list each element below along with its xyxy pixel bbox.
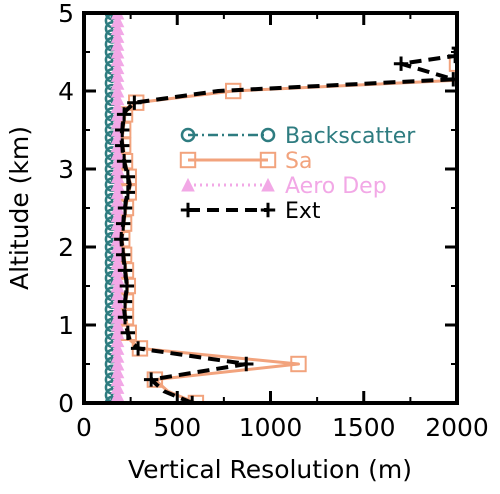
- data-point: [110, 364, 125, 379]
- x-tick-label: 1000: [239, 413, 303, 442]
- data-point: [110, 356, 125, 371]
- x-tick-label: 0: [76, 413, 92, 442]
- legend-marker: [260, 202, 276, 218]
- data-point: [110, 21, 125, 36]
- data-point: [115, 138, 130, 153]
- legend-marker: [180, 202, 196, 218]
- data-point: [127, 95, 142, 110]
- data-point: [110, 286, 125, 301]
- data-point: [184, 395, 200, 403]
- data-point: [110, 185, 125, 199]
- data-point: [143, 372, 159, 387]
- legend-entry: Ext: [180, 199, 321, 224]
- legend-marker: [259, 151, 277, 169]
- series-line: [119, 47, 457, 403]
- data-point: [130, 341, 146, 356]
- data-point: [110, 37, 125, 51]
- data-point: [110, 380, 125, 394]
- data-point: [120, 169, 136, 184]
- y-tick-label: 5: [58, 0, 74, 28]
- data-point: [110, 177, 125, 192]
- plot-frame: [82, 11, 459, 405]
- data-point: [110, 146, 125, 160]
- axis-ticks: 0 500 1000 1500 2000 0 1 2 3 4 5: [58, 0, 489, 442]
- x-axis-title: Vertical Resolution (m): [128, 455, 412, 484]
- legend-label: Ext: [285, 199, 321, 224]
- legend-label: Backscatter: [285, 124, 416, 149]
- x-tick-label: 2000: [425, 413, 489, 442]
- data-point: [110, 271, 125, 285]
- series-ext: [114, 46, 457, 403]
- data-point: [119, 278, 135, 294]
- data-point: [110, 60, 125, 75]
- data-point: [117, 263, 133, 278]
- data-point: [446, 72, 457, 87]
- data-point: [110, 99, 125, 114]
- data-point: [110, 255, 125, 270]
- data-point: [110, 317, 125, 332]
- data-point: [117, 294, 133, 309]
- data-point: [117, 310, 133, 325]
- data-point: [115, 247, 131, 262]
- data-point: [120, 185, 136, 200]
- data-point: [116, 154, 132, 169]
- data-point: [117, 200, 133, 216]
- data-point: [110, 44, 125, 59]
- legend-entry: Sa: [179, 149, 312, 174]
- data-point: [239, 356, 254, 372]
- series-layer: [104, 13, 482, 403]
- y-tick-label: 4: [58, 77, 74, 106]
- legend-entry: Backscatter: [180, 124, 416, 149]
- data-point: [110, 208, 125, 223]
- series-sa: [114, 55, 482, 403]
- legend-marker: [261, 177, 275, 192]
- legend-marker: [181, 177, 195, 192]
- data-point: [110, 349, 125, 363]
- x-tick-label: 500: [153, 413, 201, 442]
- data-point: [110, 169, 125, 184]
- y-tick-label: 3: [58, 155, 74, 184]
- data-point: [110, 115, 125, 129]
- data-point: [110, 52, 125, 67]
- data-point: [110, 29, 125, 43]
- data-point: [451, 46, 457, 50]
- data-point: [116, 107, 132, 122]
- data-point: [114, 232, 129, 247]
- data-point: [110, 341, 125, 355]
- legend-label: Sa: [285, 149, 312, 174]
- data-point: [115, 122, 130, 138]
- data-point: [468, 72, 482, 86]
- data-point: [110, 83, 125, 98]
- data-point: [120, 325, 136, 340]
- y-tick-label: 0: [58, 389, 74, 418]
- data-point: [104, 395, 120, 403]
- data-point: [110, 372, 125, 387]
- data-point: [110, 161, 125, 176]
- x-tick-label: 1500: [332, 413, 396, 442]
- legend-marker: [179, 151, 197, 169]
- data-point: [110, 193, 125, 207]
- data-point: [110, 13, 125, 28]
- y-tick-label: 1: [58, 311, 74, 340]
- data-point: [110, 91, 125, 106]
- legend-marker: [180, 127, 196, 143]
- data-point: [110, 239, 125, 254]
- legend-entry: Aero Dep: [181, 174, 387, 199]
- data-point: [110, 333, 125, 348]
- data-point: [110, 76, 125, 90]
- data-point: [290, 355, 307, 373]
- data-point: [110, 68, 125, 82]
- legend-label: Aero Dep: [285, 174, 387, 199]
- legend-marker: [260, 127, 276, 143]
- data-point: [115, 216, 131, 231]
- data-point: [110, 325, 125, 340]
- y-axis-title: Altitude (km): [5, 126, 34, 290]
- data-point: [110, 302, 125, 316]
- y-tick-label: 2: [58, 233, 74, 262]
- data-point: [393, 56, 409, 71]
